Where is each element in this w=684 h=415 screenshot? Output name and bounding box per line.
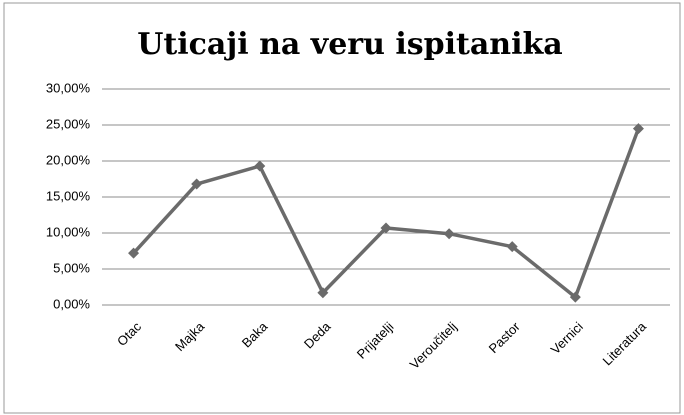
y-tick-label: 0,00% [53, 296, 90, 311]
marker [506, 241, 518, 253]
y-tick-label: 10,00% [46, 224, 91, 239]
y-tick-label: 30,00% [46, 80, 91, 95]
chart-border [3, 2, 681, 414]
y-tick-label: 20,00% [46, 152, 91, 167]
chart-title: Uticaji na veru ispitanika [137, 27, 562, 62]
marker [254, 160, 266, 172]
marker [380, 222, 392, 234]
y-tick-label: 5,00% [53, 260, 90, 275]
marker [317, 287, 329, 299]
marker [569, 291, 581, 303]
y-tick-label: 25,00% [46, 116, 91, 131]
marker [128, 247, 140, 259]
marker [443, 228, 455, 240]
marker [191, 178, 203, 190]
y-tick-label: 15,00% [46, 188, 91, 203]
marker [632, 123, 644, 135]
